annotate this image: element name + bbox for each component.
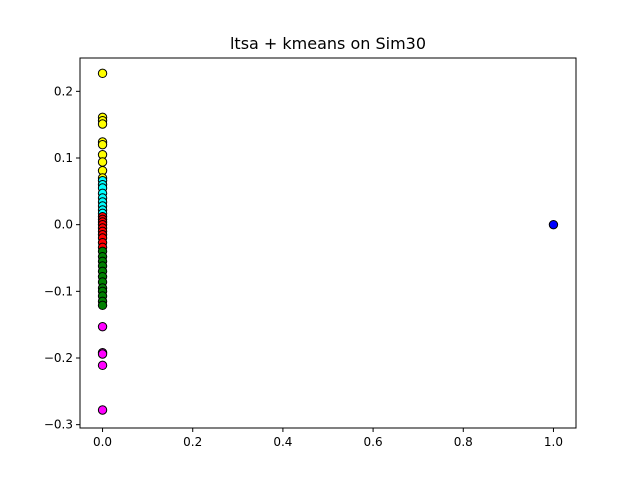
- y-tick-label: 0.2: [54, 84, 73, 98]
- x-tick-label: 0.6: [364, 435, 383, 449]
- scatter-point: [97, 349, 108, 359]
- series-group: [97, 321, 108, 415]
- scatter-point: [97, 300, 108, 311]
- scatter-point: [97, 68, 108, 79]
- scatter-point: [97, 157, 108, 167]
- plot-frame: [79, 57, 577, 429]
- y-tick-label: −0.2: [44, 351, 73, 365]
- scatter-point: [97, 360, 108, 371]
- x-tick-label: 0.8: [454, 435, 473, 449]
- series-group: [97, 175, 108, 219]
- series-group: [548, 219, 559, 230]
- y-tick-label: 0.1: [54, 151, 73, 165]
- series-group: [97, 211, 108, 253]
- scatter-point: [97, 119, 108, 129]
- x-tick-label: 0.0: [93, 435, 112, 449]
- data-points: [97, 68, 559, 415]
- scatter-point: [97, 139, 108, 150]
- scatter-point: [97, 405, 108, 415]
- x-tick-label: 1.0: [544, 435, 563, 449]
- y-tick-label: −0.3: [44, 418, 73, 432]
- scatter-point: [97, 321, 108, 332]
- y-tick-label: 0.0: [54, 218, 73, 232]
- x-axis: 0.0 0.2 0.4 0.6 0.8 1.0: [93, 428, 563, 449]
- y-axis: −0.3 −0.2 −0.1 0.0 0.1 0.2: [44, 84, 80, 432]
- x-tick-label: 0.2: [183, 435, 202, 449]
- series-group: [97, 246, 108, 311]
- scatter-point: [548, 219, 559, 230]
- y-tick-label: −0.1: [44, 284, 73, 298]
- x-tick-label: 0.4: [273, 435, 292, 449]
- chart-title: ltsa + kmeans on Sim30: [230, 34, 426, 53]
